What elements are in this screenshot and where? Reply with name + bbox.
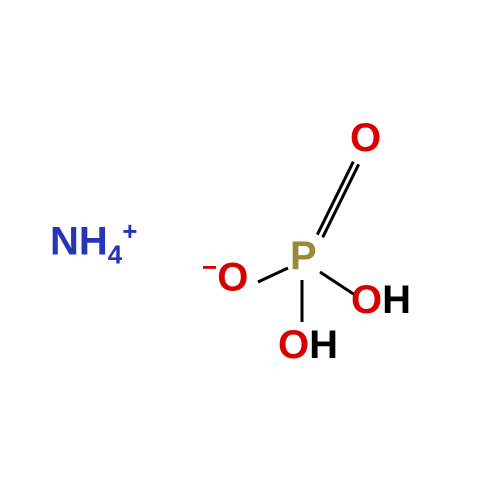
molecule-canvas: NH4+ P O −O OH OH <box>0 0 500 500</box>
oxygen-top: O <box>350 118 381 158</box>
oxygen-top-label: O <box>350 116 381 160</box>
oxygen-left: −O <box>202 254 248 297</box>
oxygen-bottom: OH <box>278 325 338 365</box>
oxygen-left-label: O <box>217 255 248 299</box>
phosphorus-atom: P <box>290 236 317 276</box>
ammonium-ion: NH4+ <box>50 218 137 267</box>
ammonium-sub: 4 <box>108 239 122 269</box>
oxygen-bottom-o: O <box>278 323 309 367</box>
bond-double <box>317 162 353 235</box>
oxygen-left-charge: − <box>202 252 217 282</box>
oxygen-bottom-h: H <box>309 323 338 367</box>
bond-double <box>323 164 359 237</box>
oxygen-right-o: O <box>351 278 382 322</box>
ammonium-nh: NH <box>50 219 108 263</box>
bond-single <box>258 268 288 282</box>
oxygen-right-h: H <box>382 278 411 322</box>
ammonium-sup: + <box>122 216 137 246</box>
bond-single <box>320 272 355 295</box>
oxygen-right: OH <box>351 280 411 320</box>
phosphorus-label: P <box>290 234 317 278</box>
